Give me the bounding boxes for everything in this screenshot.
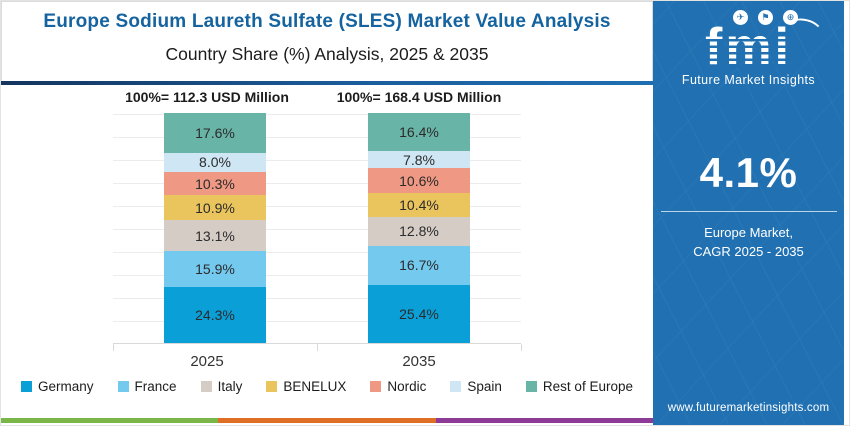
cagr-label-line2: CAGR 2025 - 2035 xyxy=(693,243,804,259)
segment-value-label: 10.9% xyxy=(195,199,235,216)
segment-value-label: 17.6% xyxy=(195,125,235,142)
logo-text: fmi xyxy=(705,18,792,76)
bar-segment-benelux: 10.9% xyxy=(164,195,266,221)
gridline xyxy=(113,114,521,115)
legend-label: Italy xyxy=(217,379,243,394)
stacked-bar-2035: 16.4% 7.8% 10.6% 10.4% 12.8% 16.7% 25.4% xyxy=(368,112,470,343)
globe-icon: ⊕ xyxy=(783,9,798,25)
total-label-2035: 100%= 168.4 USD Million xyxy=(336,89,502,105)
legend-swatch xyxy=(117,381,129,392)
gridline xyxy=(113,321,521,322)
chart-area: 100%= 112.3 USD Million 100%= 168.4 USD … xyxy=(1,85,653,425)
cagr-value: 4.1% xyxy=(699,149,798,196)
bar-segment-benelux: 10.4% xyxy=(368,192,470,217)
total-label-2025: 100%= 112.3 USD Million xyxy=(125,89,289,105)
segment-value-label: 10.3% xyxy=(195,175,235,192)
logo-icons: ✈ ⚑ ⊕ xyxy=(687,9,844,25)
axis-tick xyxy=(317,344,318,351)
person-flag-icon: ⚑ xyxy=(758,9,773,25)
stripe-segment xyxy=(1,418,219,423)
legend-swatch xyxy=(450,381,462,392)
legend-item-france: France xyxy=(117,379,177,394)
legend-label: Germany xyxy=(38,379,94,394)
legend-label: BENELUX xyxy=(283,379,347,394)
bar-segment-spain: 7.8% xyxy=(368,150,470,169)
legend-label: Rest of Europe xyxy=(542,379,633,394)
segment-value-label: 13.1% xyxy=(195,227,235,244)
segment-value-label: 10.6% xyxy=(399,172,439,189)
segment-value-label: 16.4% xyxy=(399,123,439,140)
segment-value-label: 12.8% xyxy=(399,223,439,240)
x-axis-label-2035: 2035 xyxy=(402,353,436,370)
legend-swatch xyxy=(370,381,382,392)
segment-value-label: 8.0% xyxy=(199,154,231,171)
bar-segment-france: 15.9% xyxy=(164,250,266,288)
bar-segment-italy: 12.8% xyxy=(368,216,470,247)
fmi-logo: ✈ ⚑ ⊕ fmi Future Market Insights xyxy=(653,9,844,87)
gridline xyxy=(113,183,521,184)
gridline xyxy=(113,298,521,299)
bar-segment-rest-of-europe: 16.4% xyxy=(368,112,470,151)
gridline xyxy=(113,275,521,276)
stacked-bar-2025: 17.6% 8.0% 10.3% 10.9% 13.1% 15.9% 24.3% xyxy=(164,112,266,343)
sidebar: ✈ ⚑ ⊕ fmi Future Market Insights 4.1% Eu… xyxy=(653,1,844,425)
segment-value-label: 10.4% xyxy=(399,196,439,213)
gridline xyxy=(113,160,521,161)
cagr-divider xyxy=(660,211,837,212)
page-title: Europe Sodium Laureth Sulfate (SLES) Mar… xyxy=(43,11,611,32)
gridline xyxy=(113,137,521,138)
plot-area: 17.6% 8.0% 10.3% 10.9% 13.1% 15.9% 24.3% 16.4% 7… xyxy=(113,112,522,351)
bar-segment-spain: 8.0% xyxy=(164,153,266,172)
bar-segment-rest-of-europe: 17.6% xyxy=(164,112,266,154)
segment-value-label: 24.3% xyxy=(195,307,235,324)
header-divider xyxy=(1,81,653,85)
legend-label: Spain xyxy=(467,379,502,394)
x-axis-label-2025: 2025 xyxy=(190,353,224,370)
bar-segment-france: 16.7% xyxy=(368,246,470,285)
bar-segment-italy: 13.1% xyxy=(164,220,266,251)
segment-value-label: 16.7% xyxy=(399,257,439,274)
legend-swatch xyxy=(200,381,212,392)
axis-tick xyxy=(113,344,114,351)
legend-label: Nordic xyxy=(387,379,427,394)
legend-item-germany: Germany xyxy=(21,379,94,394)
logo-tagline: Future Market Insights xyxy=(681,73,816,87)
bar-segment-germany: 25.4% xyxy=(368,284,470,343)
header: Europe Sodium Laureth Sulfate (SLES) Mar… xyxy=(1,1,653,84)
legend-item-nordic: Nordic xyxy=(370,379,426,394)
page-subtitle: Country Share (%) Analysis, 2025 & 2035 xyxy=(165,44,489,64)
axis-tick xyxy=(521,344,522,351)
gridline xyxy=(113,206,521,207)
legend-item-benelux: BENELUX xyxy=(266,379,346,394)
footer-accent-stripe xyxy=(1,418,653,423)
legend-item-italy: Italy xyxy=(200,379,243,394)
legend-item-rest-of-europe: Rest of Europe xyxy=(525,379,633,394)
stripe-segment xyxy=(435,418,653,423)
paper-plane-icon: ✈ xyxy=(733,9,748,25)
legend-item-spain: Spain xyxy=(450,379,502,394)
website-url: www.futuremarketinsights.com xyxy=(667,402,830,414)
legend-swatch xyxy=(525,381,537,392)
cagr-label: Europe Market, CAGR 2025 - 2035 xyxy=(653,224,844,262)
cagr-label-line1: Europe Market, xyxy=(704,225,793,240)
bar-segment-nordic: 10.6% xyxy=(368,168,470,193)
segment-value-label: 15.9% xyxy=(195,260,235,277)
chart-legend: Germany France Italy BENELUX Nordic Spain Rest… xyxy=(1,379,653,394)
segment-value-label: 25.4% xyxy=(399,305,439,322)
bar-segment-nordic: 10.3% xyxy=(164,171,266,196)
gridline xyxy=(113,229,521,230)
gridline xyxy=(113,252,521,253)
legend-swatch xyxy=(266,381,278,392)
stripe-segment xyxy=(218,418,436,423)
bar-segment-germany: 24.3% xyxy=(164,287,266,343)
segment-value-label: 7.8% xyxy=(403,151,435,168)
legend-label: France xyxy=(134,379,177,394)
legend-swatch xyxy=(21,381,33,392)
